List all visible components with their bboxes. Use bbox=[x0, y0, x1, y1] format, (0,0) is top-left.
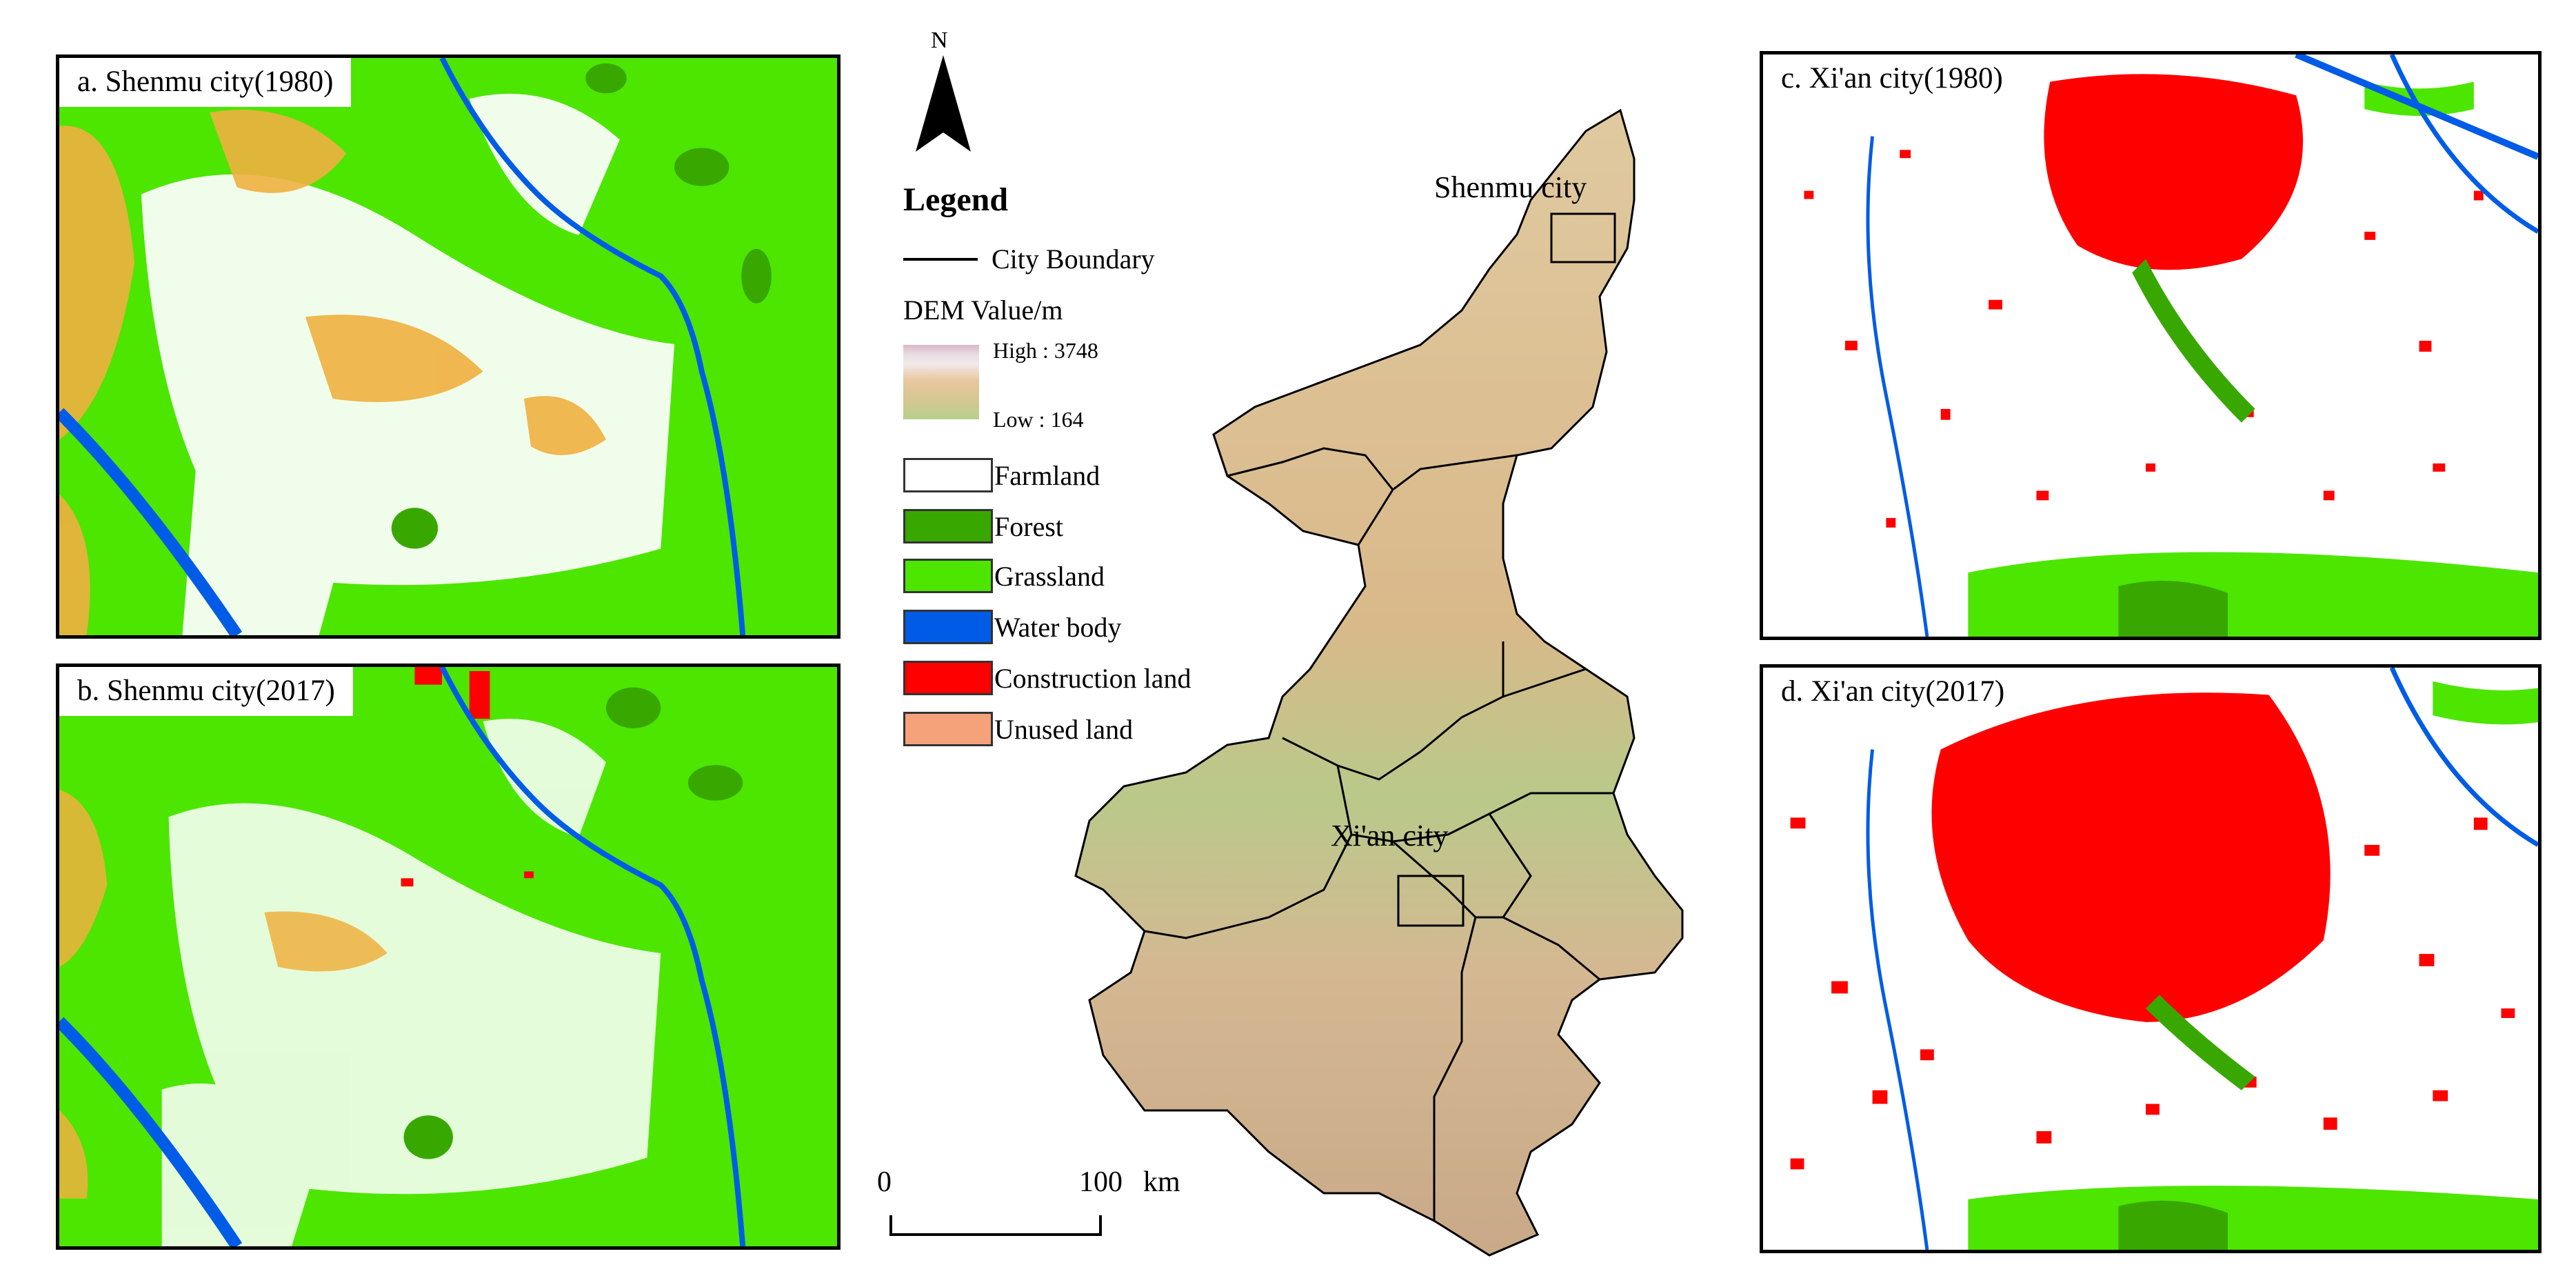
scale-zero-label: 0 bbox=[877, 1166, 892, 1198]
construction-swatch bbox=[903, 661, 993, 695]
legend-label: Construction land bbox=[994, 663, 1191, 694]
grassland-swatch bbox=[903, 559, 993, 593]
dem-color-ramp bbox=[903, 345, 979, 419]
scale-unit-label: km bbox=[1143, 1166, 1180, 1198]
panel-label: b. Shenmu city(2017) bbox=[59, 667, 353, 716]
legend-label: City Boundary bbox=[992, 243, 1155, 275]
scale-bar bbox=[889, 1215, 1102, 1236]
legend-label: Grassland bbox=[994, 561, 1105, 592]
legend-label: Forest bbox=[994, 511, 1063, 542]
water-swatch bbox=[903, 610, 993, 644]
forest-swatch bbox=[903, 509, 993, 543]
landuse-map-shenmu-1980 bbox=[59, 58, 837, 635]
xian-extent-box bbox=[1397, 875, 1465, 927]
unused-swatch bbox=[903, 712, 993, 746]
dem-province-map bbox=[1074, 108, 1684, 1257]
boundary-line-swatch bbox=[903, 258, 978, 261]
shenmu-extent-box bbox=[1550, 212, 1616, 263]
map-panel-shenmu-2017: b. Shenmu city(2017) bbox=[56, 664, 841, 1250]
farmland-swatch bbox=[903, 458, 993, 492]
legend-label: Farmland bbox=[994, 460, 1100, 491]
legend-title: Legend bbox=[903, 181, 1009, 218]
dem-high-label: High : 3748 bbox=[993, 338, 1098, 363]
landuse-map-xian-2017 bbox=[1763, 668, 2538, 1250]
legend-label: Unused land bbox=[994, 714, 1134, 745]
xian-map-label: Xi'an city bbox=[1331, 819, 1449, 852]
north-arrow-label: N bbox=[931, 28, 948, 53]
scale-hundred-label: 100 bbox=[1079, 1166, 1123, 1198]
map-panel-xian-1980: c. Xi'an city(1980) bbox=[1760, 51, 2542, 640]
map-panel-xian-2017: d. Xi'an city(2017) bbox=[1760, 664, 2542, 1253]
north-arrow-icon bbox=[916, 55, 971, 152]
landuse-map-shenmu-2017 bbox=[59, 667, 837, 1246]
map-panel-shenmu-1980: a. Shenmu city(1980) bbox=[56, 54, 841, 639]
panel-label: a. Shenmu city(1980) bbox=[59, 58, 352, 107]
landuse-map-xian-1980 bbox=[1763, 54, 2538, 637]
dem-legend-title: DEM Value/m bbox=[903, 295, 1063, 326]
dem-low-label: Low : 164 bbox=[993, 407, 1084, 432]
panel-label: c. Xi'an city(1980) bbox=[1763, 54, 2021, 103]
shenmu-map-label: Shenmu city bbox=[1434, 170, 1587, 204]
legend-label: Water body bbox=[994, 612, 1122, 643]
panel-label: d. Xi'an city(2017) bbox=[1763, 668, 2023, 717]
